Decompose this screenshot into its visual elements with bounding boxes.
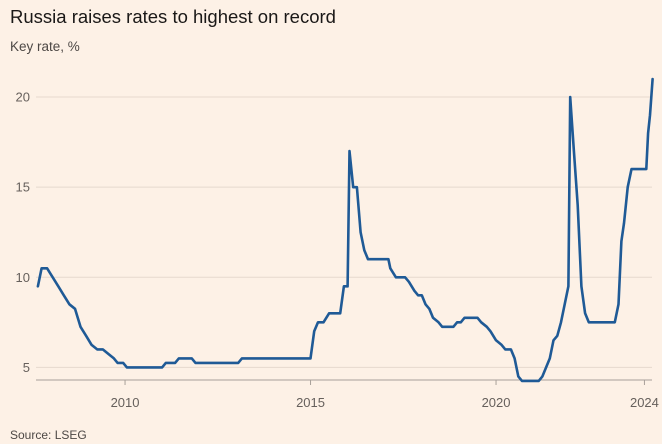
y-tick-label: 15 bbox=[16, 180, 30, 195]
chart-title: Russia raises rates to highest on record bbox=[10, 6, 336, 27]
chart-subtitle: Key rate, % bbox=[10, 39, 80, 54]
x-axis-ticks: 2010 2015 2020 2024 bbox=[111, 380, 659, 410]
key-rate-line bbox=[36, 77, 654, 383]
x-tick-label: 2010 bbox=[111, 395, 140, 410]
x-tick-label: 2024 bbox=[630, 395, 659, 410]
y-tick-label: 20 bbox=[16, 90, 30, 105]
x-tick-label: 2020 bbox=[482, 395, 511, 410]
y-tick-label: 5 bbox=[23, 360, 30, 375]
gridlines bbox=[36, 96, 652, 381]
y-axis-ticks: 5 10 15 20 bbox=[16, 90, 30, 375]
x-tick-label: 2015 bbox=[296, 395, 325, 410]
y-tick-label: 10 bbox=[16, 270, 30, 285]
chart-source: Source: LSEG bbox=[10, 428, 87, 442]
